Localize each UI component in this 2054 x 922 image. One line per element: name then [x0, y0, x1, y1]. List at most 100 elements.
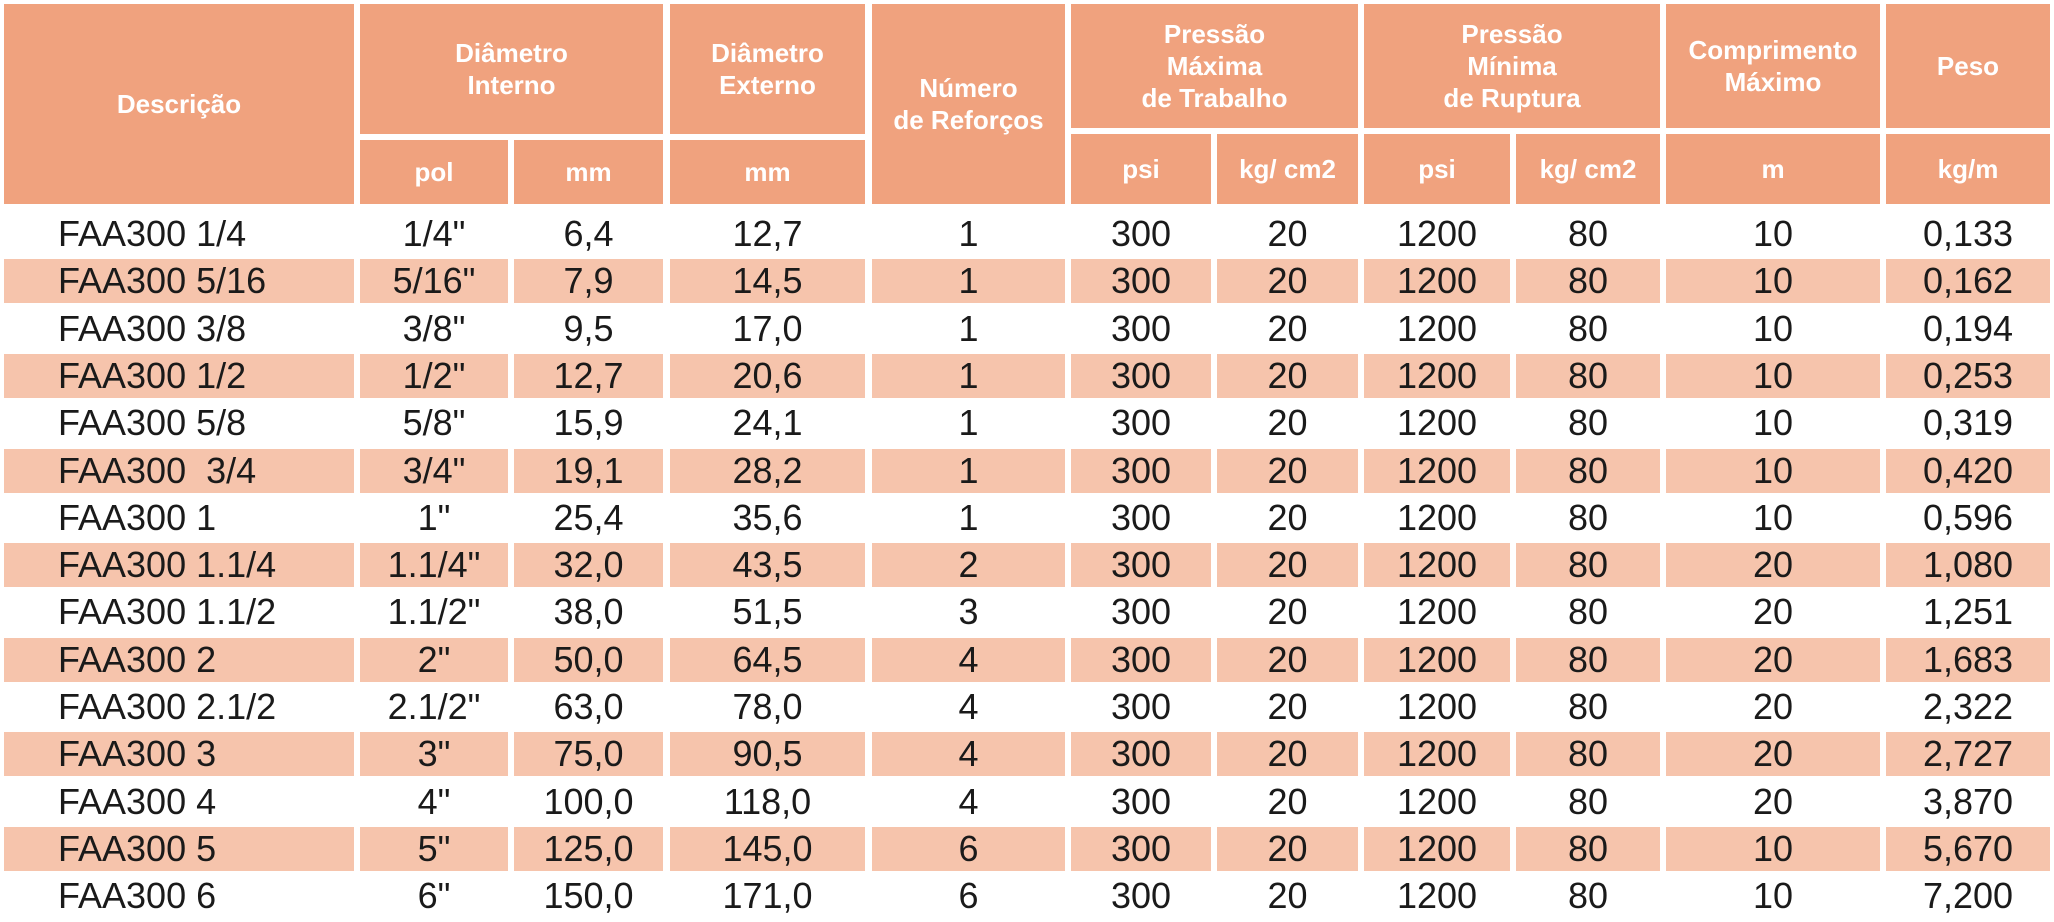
- cell-peso: 2,322: [1922, 686, 2014, 727]
- header-pressao-maxima: Pressão Máxima de Trabalho: [1071, 4, 1358, 128]
- cell-descricao: FAA300 3: [4, 732, 354, 777]
- cell-mm-interno: 7,9: [514, 259, 663, 304]
- cell-kg-minima: 80: [1567, 402, 1609, 444]
- table-row: FAA300 1/4 1/4" 6,4 12,7 1 300 20 1200 80 10 0,133: [0, 212, 2054, 256]
- table-row: FAA300 4 4" 100,0 118,0 4 300 20 1200 80 20 3,870: [0, 780, 2054, 824]
- cell-descricao: FAA300 6: [58, 875, 217, 917]
- cell-psi-maxima: 300: [1071, 259, 1211, 304]
- cell-psi-maxima: 300: [1110, 496, 1172, 538]
- cell-mm-externo: 28,2: [670, 448, 865, 493]
- cell-peso: 0,162: [1886, 259, 2050, 304]
- cell-reforcos: 1: [958, 402, 979, 444]
- cell-psi-minima: 1200: [1396, 686, 1478, 727]
- cell-psi-maxima: 300: [1110, 213, 1172, 254]
- cell-kg-minima: 80: [1567, 780, 1609, 822]
- cell-descricao: FAA300 2: [4, 637, 354, 682]
- cell-kg-maxima: 20: [1267, 213, 1308, 254]
- cell-reforcos: 4: [872, 732, 1065, 777]
- cell-comprimento: 10: [1752, 402, 1794, 444]
- table-row: FAA300 1 1" 25,4 35,6 1 300 20 1200 80 10 0,596: [0, 496, 2054, 540]
- cell-psi-maxima: 300: [1110, 402, 1172, 444]
- table-row: FAA300 1/2 1/2" 12,7 20,6 1 300 20 1200 80 10 0,25…: [0, 353, 2054, 398]
- cell-kg-maxima: 20: [1267, 780, 1308, 822]
- cell-mm-interno: 50,0: [514, 637, 663, 682]
- cell-comprimento: 20: [1752, 686, 1794, 727]
- cell-peso: 0,420: [1886, 448, 2050, 493]
- header-pressao-minima: Pressão Mínima de Ruptura: [1364, 4, 1660, 128]
- cell-reforcos: 1: [958, 496, 979, 538]
- cell-kg-maxima: 20: [1217, 259, 1358, 304]
- cell-psi-minima: 1200: [1396, 875, 1478, 917]
- cell-peso: 1,080: [1886, 543, 2050, 588]
- cell-mm-interno: 150,0: [543, 875, 634, 917]
- cell-psi-minima: 1200: [1364, 543, 1510, 588]
- cell-mm-externo: 145,0: [670, 826, 865, 871]
- cell-pol: 3/8": [402, 307, 466, 349]
- cell-kg-minima: 80: [1567, 213, 1609, 254]
- cell-kg-maxima: 20: [1267, 591, 1308, 633]
- unit-mm-externo: mm: [670, 140, 865, 204]
- cell-mm-externo: 24,1: [732, 402, 803, 444]
- cell-kg-minima: 80: [1567, 875, 1609, 917]
- cell-mm-externo: 90,5: [670, 732, 865, 777]
- cell-mm-externo: 12,7: [732, 213, 803, 254]
- cell-comprimento: 20: [1666, 637, 1880, 682]
- table-row: FAA300 2 2" 50,0 64,5 4 300 20 1200 80 20 1,683: [0, 637, 2054, 682]
- cell-psi-maxima: 300: [1071, 732, 1211, 777]
- cell-kg-minima: 80: [1567, 307, 1609, 349]
- cell-peso: 7,200: [1922, 875, 2014, 917]
- cell-psi-minima: 1200: [1364, 353, 1510, 398]
- cell-descricao: FAA300 3/8: [58, 307, 247, 349]
- cell-mm-externo: 51,5: [732, 591, 803, 633]
- cell-reforcos: 4: [872, 637, 1065, 682]
- unit-psi-maxima: psi: [1071, 134, 1211, 204]
- cell-kg-maxima: 20: [1267, 686, 1308, 727]
- cell-comprimento: 10: [1752, 307, 1794, 349]
- cell-descricao: FAA300 3/4: [4, 448, 354, 493]
- cell-kg-maxima: 20: [1267, 307, 1308, 349]
- cell-mm-externo: 118,0: [723, 780, 812, 822]
- cell-kg-maxima: 20: [1217, 353, 1358, 398]
- cell-descricao: FAA300 5/8: [58, 402, 247, 444]
- cell-kg-minima: 80: [1516, 732, 1660, 777]
- cell-descricao: FAA300 1.1/4: [4, 543, 354, 588]
- cell-kg-minima: 80: [1516, 543, 1660, 588]
- cell-kg-minima: 80: [1567, 686, 1609, 727]
- cell-reforcos: 1: [958, 213, 979, 254]
- cell-mm-interno: 32,0: [514, 543, 663, 588]
- table-row: FAA300 5/8 5/8" 15,9 24,1 1 300 20 1200 80 10 0,31…: [0, 401, 2054, 445]
- table-row: FAA300 1.1/2 1.1/2" 38,0 51,5 3 300 20 1200 80 20…: [0, 590, 2054, 634]
- cell-mm-externo: 17,0: [732, 307, 803, 349]
- cell-mm-interno: 25,4: [553, 496, 624, 538]
- cell-kg-maxima: 20: [1217, 543, 1358, 588]
- cell-mm-externo: 64,5: [670, 637, 865, 682]
- cell-psi-maxima: 300: [1071, 448, 1211, 493]
- cell-psi-maxima: 300: [1071, 637, 1211, 682]
- table-row: FAA300 2.1/2 2.1/2" 63,0 78,0 4 300 20 1200 80 20…: [0, 685, 2054, 729]
- cell-mm-interno: 15,9: [553, 402, 624, 444]
- cell-psi-maxima: 300: [1110, 591, 1172, 633]
- cell-psi-minima: 1200: [1396, 213, 1478, 254]
- cell-peso: 0,596: [1922, 496, 2014, 538]
- cell-pol: 1.1/4": [360, 543, 508, 588]
- cell-psi-minima: 1200: [1364, 637, 1510, 682]
- unit-kg-maxima: kg/ cm2: [1217, 134, 1358, 204]
- cell-mm-interno: 63,0: [553, 686, 624, 727]
- cell-comprimento: 10: [1666, 259, 1880, 304]
- header-descricao: Descrição: [4, 4, 354, 204]
- cell-mm-interno: 6,4: [563, 213, 614, 254]
- cell-psi-minima: 1200: [1364, 448, 1510, 493]
- cell-reforcos: 6: [958, 875, 979, 917]
- cell-comprimento: 20: [1752, 780, 1794, 822]
- cell-mm-externo: 171,0: [722, 875, 813, 917]
- cell-kg-minima: 80: [1516, 353, 1660, 398]
- table-row: FAA300 6 6" 150,0 171,0 6 300 20 1200 80 10 7,200: [0, 874, 2054, 918]
- cell-comprimento: 10: [1666, 448, 1880, 493]
- cell-pol: 1/4": [402, 213, 466, 254]
- table-row: FAA300 5/16 5/16" 7,9 14,5 1 300 20 1200 80 10 0,1…: [0, 259, 2054, 304]
- cell-psi-minima: 1200: [1396, 591, 1478, 633]
- cell-psi-minima: 1200: [1396, 780, 1478, 822]
- cell-kg-maxima: 20: [1217, 448, 1358, 493]
- unit-m: m: [1666, 134, 1880, 204]
